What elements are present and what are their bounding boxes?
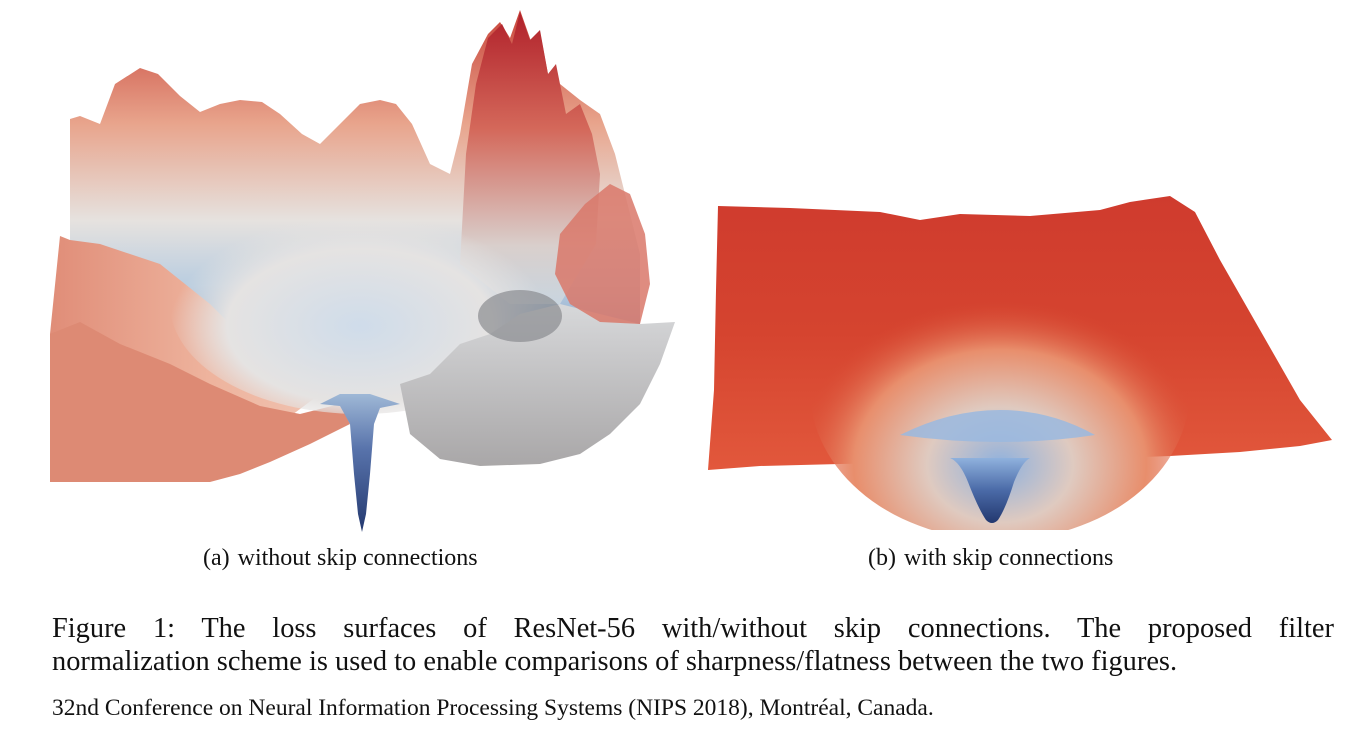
figure-caption-line-1: Figure 1: The loss surfaces of ResNet-56… — [52, 613, 1334, 644]
bowl-shading — [810, 240, 1190, 530]
minimum-well — [950, 458, 1030, 523]
loss-surface-without-skip-image — [40, 4, 690, 536]
right-rough-terrain — [400, 304, 675, 466]
loss-surface-with-skip-image — [700, 190, 1340, 530]
bowl-rim — [900, 410, 1095, 442]
subfigure-a-label: (a) — [203, 545, 230, 571]
loss-surface-b-svg — [708, 196, 1332, 530]
right-lobe — [555, 184, 650, 324]
figure-caption: Figure 1: The loss surfaces of ResNet-56… — [52, 612, 1334, 678]
subfigure-b-caption: (b) with skip connections — [868, 543, 1113, 573]
subfigure-a-caption: (a) without skip connections — [203, 543, 478, 573]
minimum-well — [320, 394, 400, 532]
front-left-edge — [50, 322, 350, 482]
small-dome — [478, 290, 562, 342]
figure-caption-line-2: normalization scheme is used to enable c… — [52, 646, 1178, 677]
conference-footnote: 32nd Conference on Neural Information Pr… — [52, 695, 934, 721]
subfigure-b-text: with skip connections — [903, 545, 1114, 571]
loss-surface-a-svg — [50, 10, 675, 532]
subfigure-b-label: (b) — [868, 545, 896, 571]
subfigure-a-text: without skip connections — [237, 545, 478, 571]
